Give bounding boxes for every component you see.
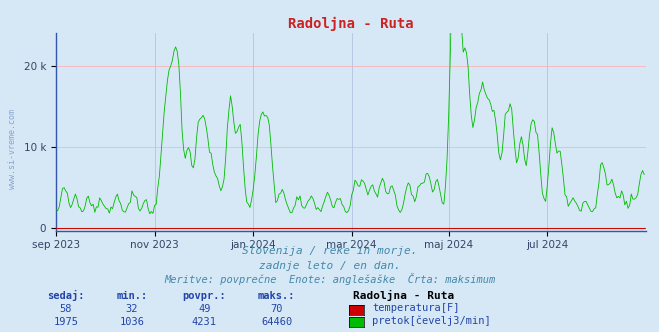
Text: 1036: 1036 bbox=[119, 317, 144, 327]
Text: Meritve: povprečne  Enote: anglešaške  Črta: maksimum: Meritve: povprečne Enote: anglešaške Črt… bbox=[164, 273, 495, 285]
Text: temperatura[F]: temperatura[F] bbox=[372, 303, 460, 313]
Title: Radoljna - Ruta: Radoljna - Ruta bbox=[288, 17, 414, 31]
Text: maks.:: maks.: bbox=[258, 291, 295, 301]
Text: sedaj:: sedaj: bbox=[47, 290, 84, 301]
Text: 49: 49 bbox=[198, 304, 210, 314]
Text: pretok[čevelj3/min]: pretok[čevelj3/min] bbox=[372, 315, 491, 326]
Text: www.si-vreme.com: www.si-vreme.com bbox=[8, 110, 17, 189]
Text: Slovenija / reke in morje.: Slovenija / reke in morje. bbox=[242, 246, 417, 256]
Text: 58: 58 bbox=[60, 304, 72, 314]
Text: 64460: 64460 bbox=[261, 317, 293, 327]
Text: min.:: min.: bbox=[116, 291, 148, 301]
Text: 1975: 1975 bbox=[53, 317, 78, 327]
Text: Radoljna - Ruta: Radoljna - Ruta bbox=[353, 290, 454, 301]
Text: 32: 32 bbox=[126, 304, 138, 314]
Text: povpr.:: povpr.: bbox=[183, 291, 226, 301]
Text: 4231: 4231 bbox=[192, 317, 217, 327]
Text: 70: 70 bbox=[271, 304, 283, 314]
Text: zadnje leto / en dan.: zadnje leto / en dan. bbox=[258, 261, 401, 271]
